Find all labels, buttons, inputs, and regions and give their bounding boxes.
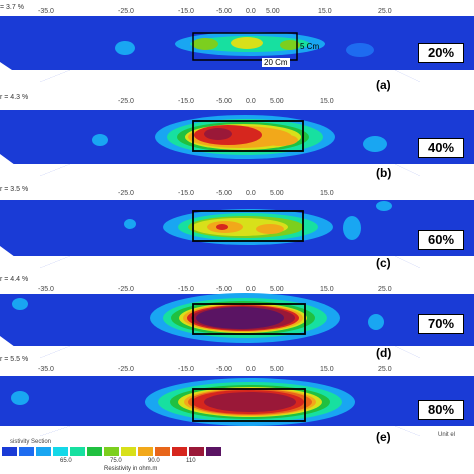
- legend-swatch: [19, 447, 34, 456]
- legend-unit: Resistivity in ohm.m: [104, 466, 158, 472]
- panel-label-d: (d): [376, 346, 392, 360]
- tick: -15.0: [178, 366, 194, 373]
- tick: 5.00: [266, 8, 280, 15]
- tick: 15.0: [320, 98, 334, 105]
- rms-error-e: r = 5.5 %: [0, 356, 29, 363]
- saturation-percent-e: 80%: [418, 400, 464, 420]
- tick: -15.0: [178, 8, 194, 15]
- tick: -25.0: [118, 8, 134, 15]
- legend-swatch: [87, 447, 102, 456]
- section-plot-d: [0, 293, 474, 358]
- legend-title: sistivity Section: [10, 439, 52, 445]
- saturation-percent-d: 70%: [418, 314, 464, 334]
- panel-c: r = 3.5 % -25.0 -15.0 -5.00 0.0 5.00 15.…: [0, 184, 474, 274]
- tick: 5.00: [270, 286, 284, 293]
- rms-error-d: r = 4.4 %: [0, 276, 29, 283]
- panel-b: r = 4.3 % -25.0 -15.0 -5.00 0.0 5.00 15.…: [0, 92, 474, 184]
- panel-label-a: (a): [376, 78, 391, 92]
- tick: -15.0: [178, 98, 194, 105]
- section-plot-b: [0, 110, 474, 176]
- tick: 25.0: [378, 286, 392, 293]
- panel-label-e: (e): [376, 430, 391, 444]
- legend-value: 65.0: [60, 458, 72, 464]
- tick: -5.00: [216, 286, 232, 293]
- legend-value: 110: [186, 458, 196, 464]
- saturation-percent-a: 20%: [418, 43, 464, 63]
- tick: 5.00: [270, 190, 284, 197]
- tick: -15.0: [178, 190, 194, 197]
- tick: 0.0: [246, 8, 256, 15]
- tick: -35.0: [38, 286, 54, 293]
- panel-label-b: (b): [376, 166, 392, 180]
- tick: -35.0: [38, 366, 54, 373]
- rms-error-a: = 3.7 %: [0, 4, 24, 11]
- tick: 0.0: [246, 190, 256, 197]
- tick: -25.0: [118, 286, 134, 293]
- rms-error-b: r = 4.3 %: [0, 94, 29, 101]
- tick: -25.0: [118, 366, 134, 373]
- tick: 5.00: [270, 98, 284, 105]
- legend-swatch: [2, 447, 17, 456]
- legend-swatch: [70, 447, 85, 456]
- tick: -35.0: [38, 8, 54, 15]
- legend-swatch: [104, 447, 119, 456]
- tick: 0.0: [246, 286, 256, 293]
- tick: -5.00: [216, 8, 232, 15]
- panel-d: r = 4.4 % -35.0 -25.0 -15.0 -5.00 0.0 5.…: [0, 274, 474, 364]
- box-width-label: 20 Cm: [262, 58, 290, 67]
- tick: 15.0: [318, 8, 332, 15]
- legend-value: 75.0: [110, 458, 122, 464]
- panel-e: r = 5.5 % -35.0 -25.0 -15.0 -5.00 0.0 5.…: [0, 354, 474, 444]
- section-plot-a: [0, 16, 474, 82]
- tick: -5.00: [216, 98, 232, 105]
- legend-swatch: [206, 447, 221, 456]
- section-plot-c: [0, 200, 474, 268]
- panel-a: = 3.7 % -35.0 -25.0 -15.0 -5.00 0.0 5.00…: [0, 0, 474, 92]
- legend-swatch: [172, 447, 187, 456]
- legend-swatch: [121, 447, 136, 456]
- legend-swatch: [155, 447, 170, 456]
- tick: -5.00: [216, 190, 232, 197]
- legend-value: 90.0: [148, 458, 160, 464]
- legend-swatch: [53, 447, 68, 456]
- legend-swatch: [138, 447, 153, 456]
- saturation-percent-b: 40%: [418, 138, 464, 158]
- tick: 15.0: [320, 366, 334, 373]
- tick: 15.0: [320, 190, 334, 197]
- tick: -25.0: [118, 98, 134, 105]
- section-plot-e: [0, 376, 474, 436]
- tick: 25.0: [378, 366, 392, 373]
- tick: 0.0: [246, 366, 256, 373]
- tick: 15.0: [320, 286, 334, 293]
- tick: -15.0: [178, 286, 194, 293]
- legend-swatch: [36, 447, 51, 456]
- panel-label-c: (c): [376, 256, 391, 270]
- tick: -5.00: [216, 366, 232, 373]
- legend-swatch: [189, 447, 204, 456]
- depth-label: 5 Cm: [300, 42, 320, 51]
- unit-label: Unit el: [438, 432, 456, 438]
- tick: 5.00: [270, 366, 284, 373]
- tick: -25.0: [118, 190, 134, 197]
- rms-error-c: r = 3.5 %: [0, 186, 29, 193]
- saturation-percent-c: 60%: [418, 230, 464, 250]
- tick: 0.0: [246, 98, 256, 105]
- tick: 25.0: [378, 8, 392, 15]
